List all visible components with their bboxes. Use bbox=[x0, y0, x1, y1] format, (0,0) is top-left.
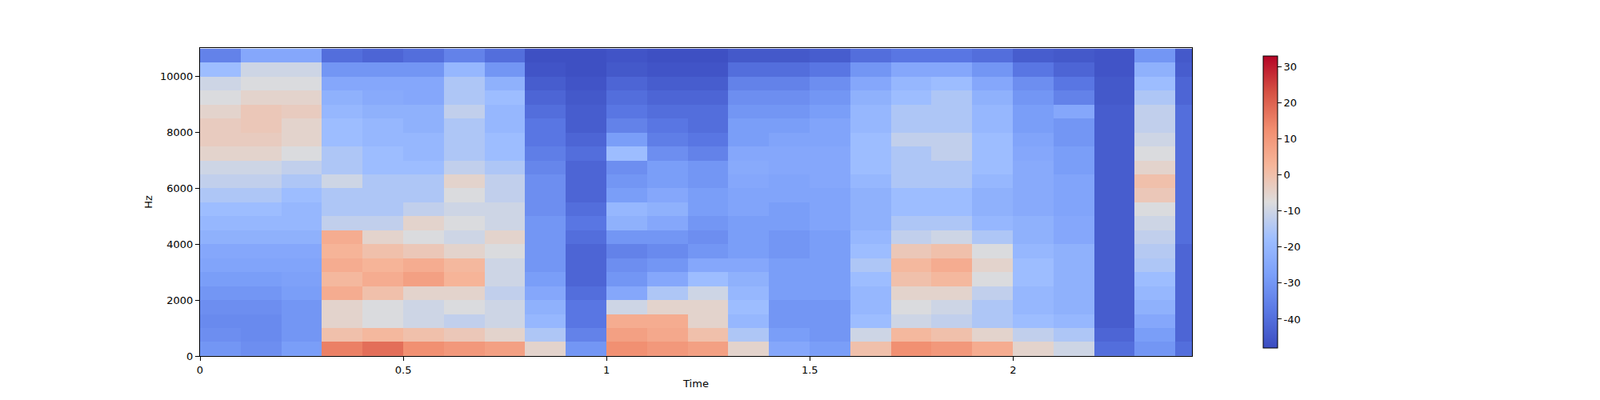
svg-text:-20: -20 bbox=[1284, 240, 1301, 253]
svg-text:-40: -40 bbox=[1284, 313, 1301, 326]
svg-text:-30: -30 bbox=[1284, 276, 1301, 289]
svg-text:0: 0 bbox=[186, 350, 193, 363]
svg-text:-10: -10 bbox=[1284, 204, 1301, 217]
svg-text:4000: 4000 bbox=[166, 238, 193, 251]
svg-text:0: 0 bbox=[196, 364, 204, 376]
svg-text:30: 30 bbox=[1284, 60, 1298, 73]
svg-text:0: 0 bbox=[1284, 168, 1291, 181]
svg-text:10: 10 bbox=[1284, 132, 1298, 145]
svg-text:0.5: 0.5 bbox=[395, 364, 412, 376]
svg-text:1: 1 bbox=[603, 364, 610, 376]
svg-text:1.5: 1.5 bbox=[801, 364, 819, 376]
svg-text:8000: 8000 bbox=[166, 126, 193, 139]
svg-text:6000: 6000 bbox=[166, 182, 193, 195]
svg-text:2: 2 bbox=[1009, 364, 1016, 376]
svg-text:Time: Time bbox=[682, 377, 709, 390]
svg-text:20: 20 bbox=[1284, 96, 1298, 109]
svg-text:10000: 10000 bbox=[160, 70, 193, 83]
svg-text:Hz: Hz bbox=[142, 195, 155, 209]
svg-text:2000: 2000 bbox=[166, 294, 193, 307]
